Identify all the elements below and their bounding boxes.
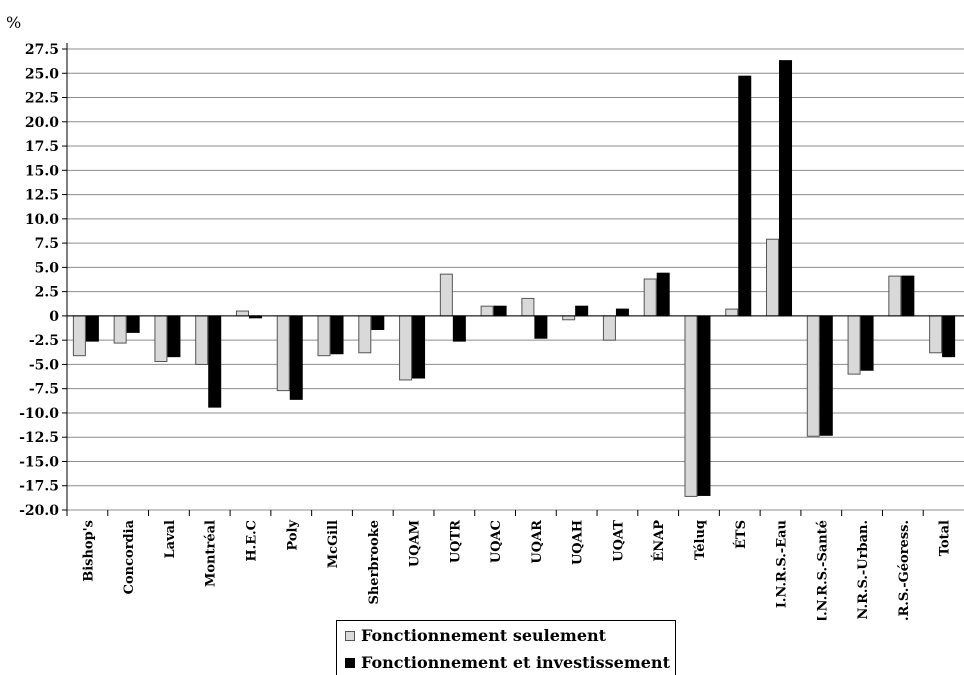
legend-swatch-series-1: [345, 630, 355, 641]
y-tick-label: 25.0: [25, 66, 59, 82]
bar-series-2: [126, 315, 140, 333]
bar-series-1: [358, 315, 372, 354]
x-category-label: McGill: [326, 520, 341, 568]
y-tick-label: 15.0: [25, 163, 59, 179]
y-tick-label: -2.5: [29, 333, 59, 349]
bar-chart: % 27.5 25.0 22.5 20.0 17.5 15.0 12.5 10.0 7.5 5.0…: [6, 13, 964, 620]
bar-series-1: [235, 310, 249, 317]
bar-series-1: [317, 315, 331, 357]
x-category-label: ÉTS: [733, 520, 749, 549]
bars: [72, 60, 956, 497]
bar-series-1: [113, 315, 127, 344]
x-category-label: Sherbrooke: [367, 520, 382, 605]
legend-label-series-1: Fonctionnement seulement: [361, 626, 607, 645]
legend-item-series-2: Fonctionnement et investissement: [345, 653, 670, 672]
x-category-label: UQAT: [611, 520, 626, 562]
y-tick-label: 0: [49, 309, 59, 325]
bar-series-1: [480, 305, 494, 317]
bar-series-2: [452, 315, 466, 342]
x-category-label: Total: [938, 520, 953, 556]
x-category-label: Concordia: [122, 519, 137, 594]
x-category-label: I.N.R.S.-Santé: [815, 520, 830, 620]
bar-series-1: [806, 315, 820, 437]
y-tick-label: -15.0: [19, 454, 59, 470]
x-category-label: Montréal: [204, 520, 219, 587]
x-category-label: Poly: [285, 520, 300, 551]
y-tick-label: 17.5: [25, 139, 59, 155]
bar-series-1: [72, 315, 86, 357]
x-category-label: Téluq: [693, 520, 708, 560]
bar-series-2: [412, 315, 426, 379]
bar-series-1: [602, 315, 616, 341]
bar-series-1: [521, 297, 535, 317]
x-category-label: I.N.R.S.-Urban.: [856, 520, 871, 620]
bar-series-1: [643, 278, 657, 317]
x-category-label: Bishop's: [81, 520, 96, 582]
bar-series-2: [575, 305, 589, 317]
y-tick-label: 2.5: [35, 285, 59, 301]
y-tick-labels: 27.5 25.0 22.5 20.0 17.5 15.0 12.5 10.0 7.5 5.0 2.…: [19, 42, 59, 519]
bar-series-1: [154, 315, 168, 363]
bar-series-2: [697, 315, 711, 496]
y-unit-label: %: [6, 13, 21, 32]
bar-series-2: [534, 315, 548, 339]
bar-series-2: [779, 60, 793, 317]
gridlines: [67, 48, 964, 511]
y-tick-label: -12.5: [19, 430, 59, 446]
y-tick-label: -17.5: [19, 479, 59, 495]
bar-series-1: [399, 315, 413, 381]
bar-series-2: [330, 315, 344, 355]
bar-series-1: [684, 315, 698, 497]
bar-series-1: [725, 308, 739, 317]
y-tick-label: 5.0: [35, 260, 60, 276]
x-category-label: UQTR: [448, 520, 463, 563]
bar-series-1: [276, 315, 290, 392]
legend-swatch-series-2: [345, 657, 355, 668]
bar-series-2: [289, 315, 303, 400]
bar-series-2: [901, 275, 915, 317]
x-category-label: H.E.C: [244, 520, 259, 562]
y-tick-label: 20.0: [25, 115, 59, 131]
y-tick-label: 27.5: [25, 42, 59, 58]
x-category-label: UQAR: [530, 520, 545, 564]
bar-series-1: [562, 315, 576, 321]
x-category-label: UQAC: [489, 520, 504, 563]
y-tick-label: -5.0: [29, 357, 59, 373]
bar-series-2: [738, 75, 752, 317]
bar-series-2: [208, 315, 222, 408]
x-category-labels: Bishop's Concordia Laval Montréal H.E.C Poly M…: [81, 519, 952, 620]
bar-series-2: [656, 272, 670, 317]
y-tick-label: -10.0: [19, 406, 59, 422]
axes: [62, 43, 964, 516]
bar-series-2: [167, 315, 181, 358]
bar-series-2: [493, 305, 507, 317]
y-tick-label: -7.5: [29, 382, 59, 398]
bar-series-1: [195, 315, 209, 365]
bar-series-1: [929, 315, 943, 354]
bar-series-1: [847, 315, 861, 375]
bar-series-2: [371, 315, 385, 330]
y-tick-label: 10.0: [25, 212, 59, 228]
bar-series-1: [766, 238, 780, 317]
legend: Fonctionnement seulement Fonctionnement …: [336, 620, 676, 675]
y-tick-label: 22.5: [25, 91, 59, 107]
bar-series-1: [888, 275, 902, 317]
x-category-label: I.N.R.S.-Géoress.: [897, 520, 912, 620]
y-tick-label: 7.5: [35, 236, 59, 252]
bar-series-2: [615, 308, 629, 317]
bar-series-2: [942, 315, 956, 358]
x-category-label: Laval: [163, 520, 178, 559]
bar-series-1: [439, 273, 453, 317]
y-tick-label: 12.5: [25, 188, 59, 204]
bar-series-2: [819, 315, 833, 436]
bar-series-2: [85, 315, 99, 342]
x-category-label: UQAH: [571, 520, 586, 565]
bar-series-2: [860, 315, 874, 371]
x-category-label: I.N.R.S.-Eau: [775, 520, 790, 608]
x-category-label: ÉNAP: [651, 520, 667, 562]
legend-label-series-2: Fonctionnement et investissement: [361, 653, 670, 672]
legend-item-series-1: Fonctionnement seulement: [345, 626, 606, 645]
y-tick-label: -20.0: [19, 503, 59, 519]
x-category-label: UQAM: [408, 520, 423, 567]
